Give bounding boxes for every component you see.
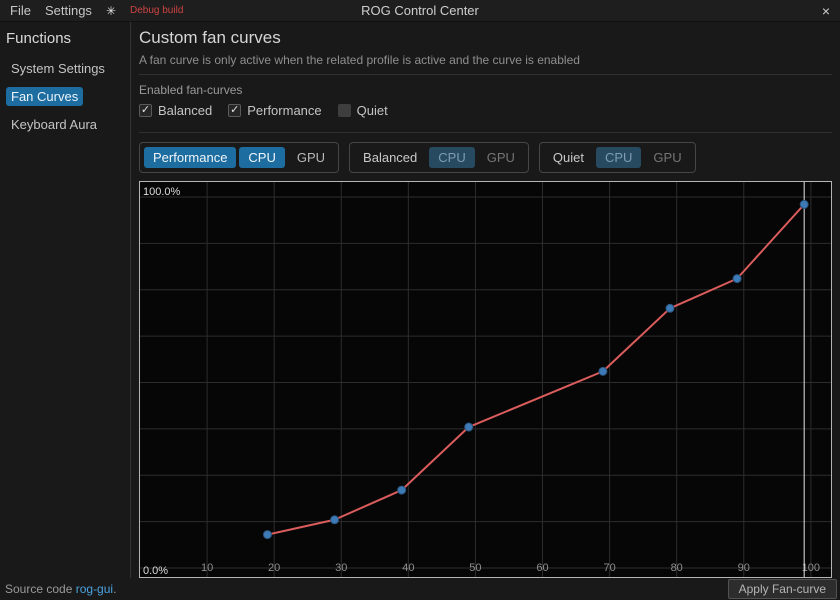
main-panel: Custom fan curves A fan curve is only ac… xyxy=(131,22,840,578)
debug-build-label: Debug build xyxy=(130,5,184,16)
separator xyxy=(139,132,832,133)
separator xyxy=(139,74,832,75)
svg-text:20: 20 xyxy=(268,562,280,574)
sidebar-item-system-settings[interactable]: System Settings xyxy=(6,61,124,76)
sidebar-item-label: Keyboard Aura xyxy=(11,117,98,132)
svg-text:100: 100 xyxy=(802,562,820,574)
checkbox-icon[interactable] xyxy=(337,104,351,117)
tab-group-performance: Performance CPU GPU xyxy=(139,142,340,173)
enabled-checkbox-row: Balanced Performance Quiet xyxy=(139,103,832,118)
checkbox-label: Performance xyxy=(247,103,322,118)
sidebar-item-label: Fan Curves xyxy=(6,87,84,106)
checkbox-label: Balanced xyxy=(158,103,213,118)
sidebar-item-keyboard-aura[interactable]: Keyboard Aura xyxy=(6,117,124,132)
tab-performance-cpu[interactable]: CPU xyxy=(239,147,285,168)
svg-text:70: 70 xyxy=(603,562,615,574)
svg-text:60: 60 xyxy=(536,562,548,574)
checkbox-balanced[interactable]: Balanced xyxy=(139,103,212,118)
fan-curve-svg[interactable]: 10 20 30 40 50 60 70 80 90 100 100.0% 0.0% xyxy=(140,182,831,577)
checkbox-icon[interactable] xyxy=(139,104,152,117)
sidebar-header: Functions xyxy=(6,30,72,47)
tab-performance[interactable]: Performance xyxy=(144,147,237,168)
checkbox-label: Quiet xyxy=(356,103,388,118)
svg-text:10: 10 xyxy=(201,562,213,574)
source-prefix: Source code xyxy=(5,582,76,596)
profile-tab-groups: Performance CPU GPU Balanced CPU GPU Qui… xyxy=(139,142,832,173)
svg-text:30: 30 xyxy=(335,562,347,574)
tab-quiet-gpu[interactable]: GPU xyxy=(644,147,690,168)
source-code-text: Source code rog-gui. xyxy=(5,582,116,596)
window-body: Functions System Settings Fan Curves Key… xyxy=(0,22,840,578)
tab-quiet-cpu[interactable]: CPU xyxy=(595,147,642,168)
tab-performance-gpu[interactable]: GPU xyxy=(288,147,334,168)
checkbox-performance[interactable]: Performance xyxy=(228,103,322,118)
menu-file[interactable]: File xyxy=(10,3,31,18)
menu-settings[interactable]: Settings xyxy=(44,3,92,18)
page-title: Custom fan curves xyxy=(139,28,281,47)
svg-text:90: 90 xyxy=(738,562,750,574)
tab-balanced-gpu[interactable]: GPU xyxy=(478,147,524,168)
source-suffix: . xyxy=(113,582,117,596)
fan-curve-chart[interactable]: 10 20 30 40 50 60 70 80 90 100 100.0% 0.0% xyxy=(139,181,832,578)
svg-text:40: 40 xyxy=(402,562,414,574)
tab-group-quiet: Quiet CPU GPU xyxy=(538,142,696,173)
sidebar-item-label: System Settings xyxy=(11,61,105,76)
tab-quiet[interactable]: Quiet xyxy=(544,147,593,168)
page-subtitle: A fan curve is only active when the rela… xyxy=(139,53,580,67)
tab-balanced[interactable]: Balanced xyxy=(354,147,426,168)
asterisk-icon[interactable]: ✳ xyxy=(105,3,116,18)
sidebar: Functions System Settings Fan Curves Key… xyxy=(0,22,131,578)
footer: Source code rog-gui. Apply Fan-curve xyxy=(0,578,840,600)
svg-text:100.0%: 100.0% xyxy=(143,186,181,198)
titlebar: File Settings ✳ Debug build ROG Control … xyxy=(0,0,840,22)
sidebar-item-fan-curves[interactable]: Fan Curves xyxy=(6,87,124,106)
svg-text:50: 50 xyxy=(469,562,481,574)
checkbox-icon[interactable] xyxy=(228,104,242,117)
svg-text:0.0%: 0.0% xyxy=(143,565,168,577)
tab-balanced-cpu[interactable]: CPU xyxy=(429,147,475,168)
apply-fan-curve-button[interactable]: Apply Fan-curve xyxy=(727,579,837,599)
close-icon[interactable]: × xyxy=(821,2,830,19)
enabled-fan-curves-heading: Enabled fan-curves xyxy=(139,83,243,97)
source-code-link[interactable]: rog-gui xyxy=(75,582,114,596)
tab-group-balanced: Balanced CPU GPU xyxy=(349,142,529,173)
window-title: ROG Control Center xyxy=(361,3,479,18)
svg-text:80: 80 xyxy=(671,562,683,574)
checkbox-quiet[interactable]: Quiet xyxy=(337,103,388,118)
